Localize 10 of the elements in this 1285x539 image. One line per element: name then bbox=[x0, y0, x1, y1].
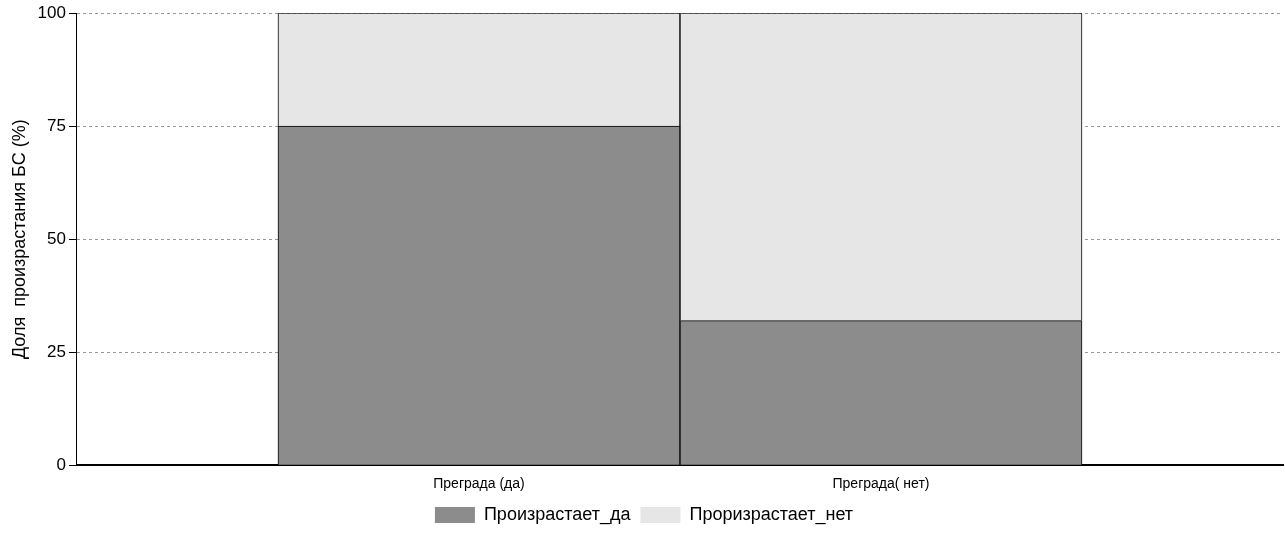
y-tick-label: 100 bbox=[37, 2, 66, 22]
y-tick-label: 50 bbox=[47, 228, 66, 248]
y-axis-title: Доля произрастания БС (%) bbox=[8, 119, 29, 360]
y-tick-label: 75 bbox=[47, 115, 66, 135]
y-tick-label: 0 bbox=[56, 454, 66, 474]
y-tick-label: 25 bbox=[47, 341, 66, 361]
legend-label: Проризрастает_нет bbox=[689, 503, 854, 525]
x-tick-label: Преграда (да) bbox=[433, 475, 525, 492]
legend-label: Произрастает_да bbox=[483, 503, 632, 525]
x-tick-label: Преграда( нет) bbox=[832, 475, 930, 492]
